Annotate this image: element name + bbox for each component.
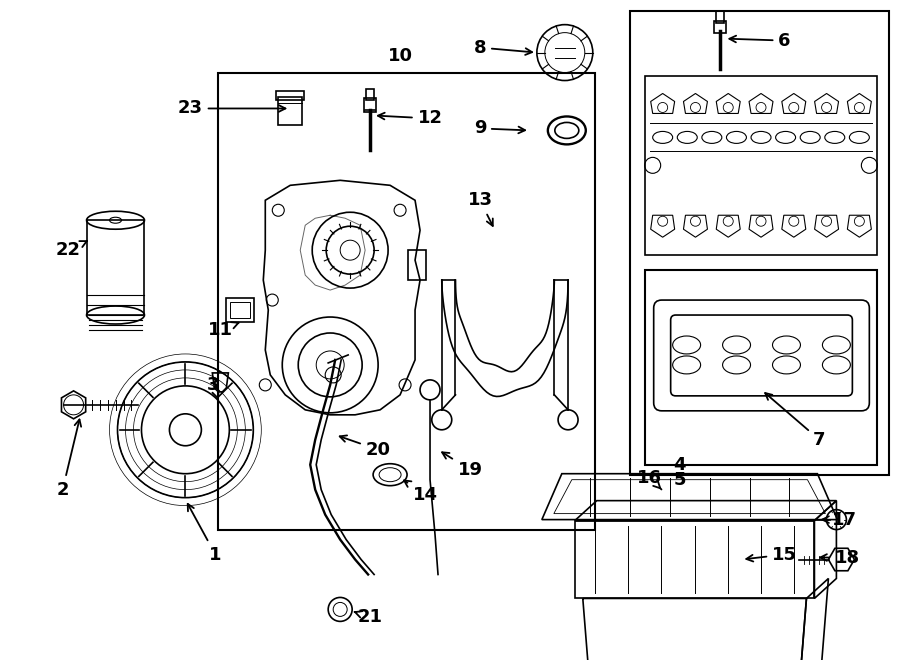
Text: 5: 5 [673,471,686,488]
Text: 4: 4 [673,455,686,474]
Text: 2: 2 [57,420,81,498]
Bar [644,270,878,465]
Bar [408,250,426,280]
Text: 11: 11 [208,321,238,339]
Text: 13: 13 [467,191,493,226]
Text: 15: 15 [746,545,797,564]
Text: 22: 22 [56,241,87,259]
Text: 12: 12 [378,110,443,128]
Bar [230,302,250,318]
Text: 17: 17 [823,510,857,529]
Bar [714,20,725,32]
Text: 19: 19 [442,452,482,479]
Text: 23: 23 [178,99,285,118]
Bar [226,298,255,322]
Text: 10: 10 [388,46,412,65]
Text: 7: 7 [765,393,825,449]
Text: 21: 21 [355,608,382,627]
Text: 9: 9 [473,120,525,137]
Bar [575,521,814,598]
Bar [364,98,376,112]
Bar [716,11,724,22]
Text: 6: 6 [729,32,791,50]
Bar [630,11,889,475]
Bar [644,75,878,255]
Text: 20: 20 [339,436,391,459]
Bar [276,91,304,100]
Bar [219,73,595,529]
Text: 18: 18 [820,549,859,566]
Text: 16: 16 [637,469,662,490]
Bar [278,97,302,126]
Text: 1: 1 [188,504,221,564]
Text: 3: 3 [207,376,220,399]
Bar [86,220,145,315]
Text: 8: 8 [473,38,532,57]
Text: 14: 14 [404,481,437,504]
Bar [366,89,374,100]
